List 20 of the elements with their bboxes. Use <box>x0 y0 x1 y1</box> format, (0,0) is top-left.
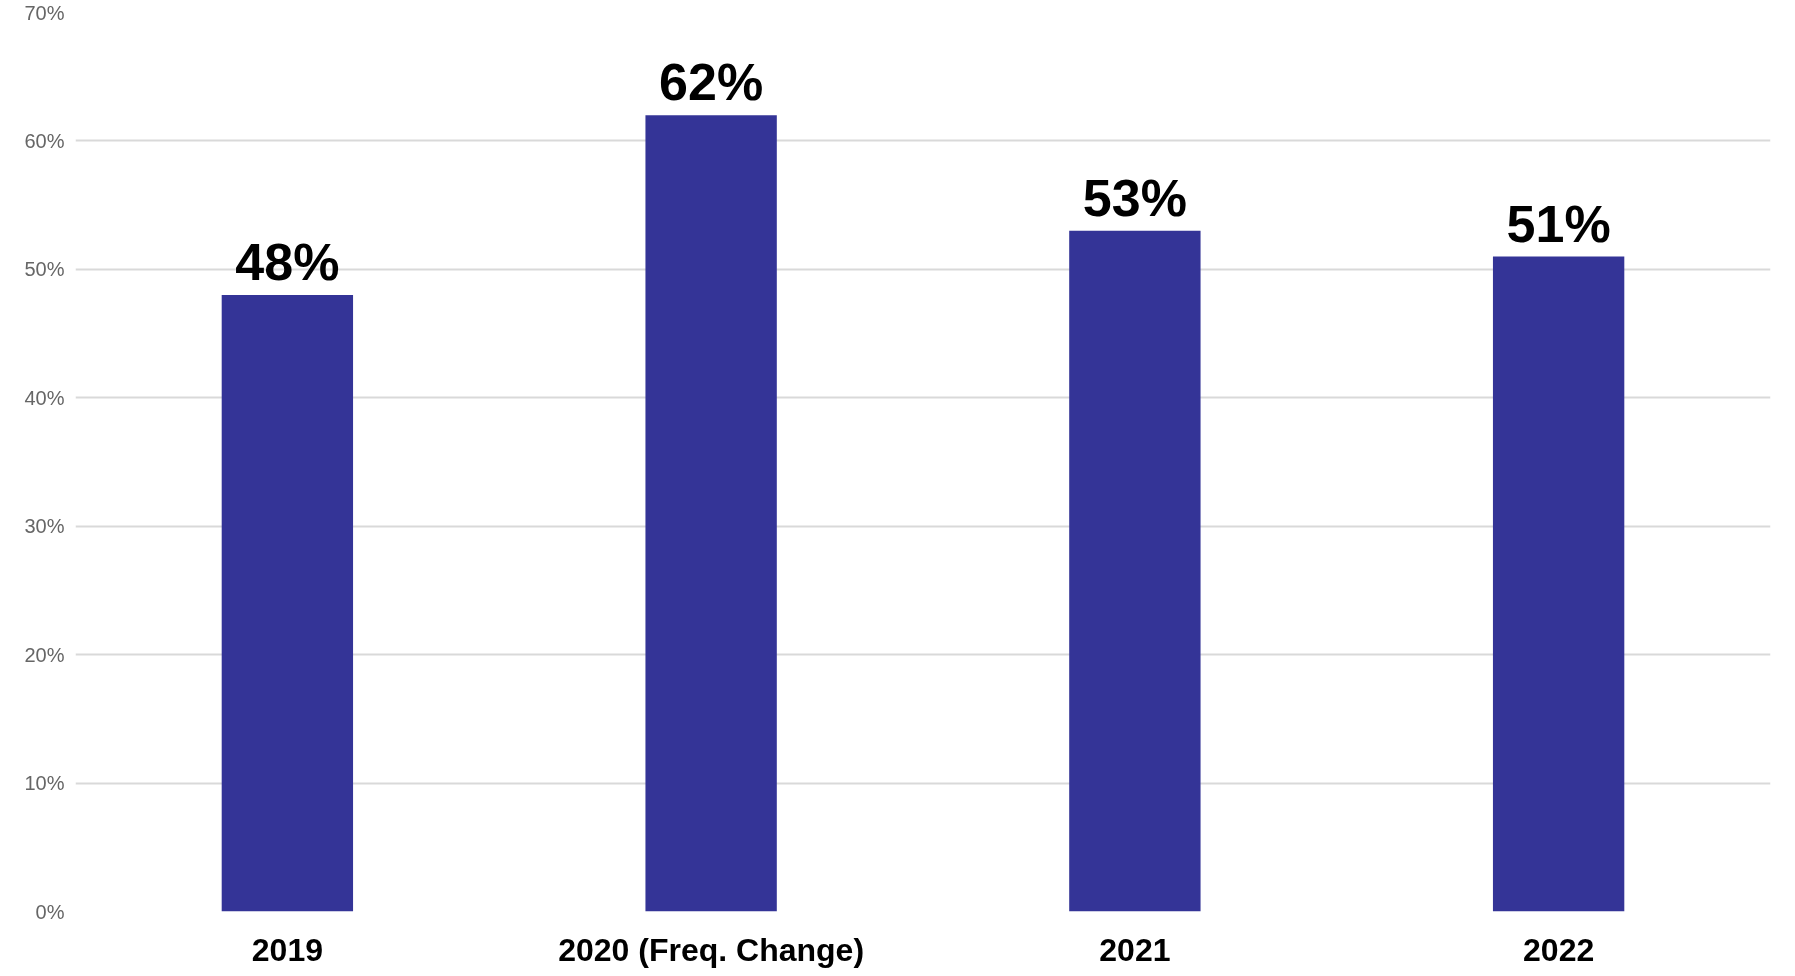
bar <box>645 115 777 912</box>
y-tick-label: 0% <box>35 900 65 923</box>
y-tick-label: 10% <box>24 772 65 795</box>
y-tick-label: 60% <box>24 129 65 152</box>
x-tick-label: 2020 (Freq. Change) <box>558 931 865 968</box>
data-label: 53% <box>1082 168 1187 227</box>
bar <box>1069 230 1201 912</box>
bar <box>1492 256 1625 912</box>
y-tick-label: 30% <box>24 515 65 538</box>
data-label: 51% <box>1506 194 1611 253</box>
x-tick-label: 2021 <box>1099 931 1171 968</box>
y-tick-label: 20% <box>24 643 65 666</box>
x-tick-label: 2022 <box>1523 931 1595 968</box>
y-tick-label: 40% <box>24 386 65 409</box>
x-tick-label: 2019 <box>251 931 323 968</box>
y-tick-label: 70% <box>24 1 65 24</box>
bar <box>221 295 354 912</box>
y-tick-label: 50% <box>24 258 65 281</box>
data-label: 62% <box>659 53 764 112</box>
data-label: 48% <box>235 233 340 292</box>
